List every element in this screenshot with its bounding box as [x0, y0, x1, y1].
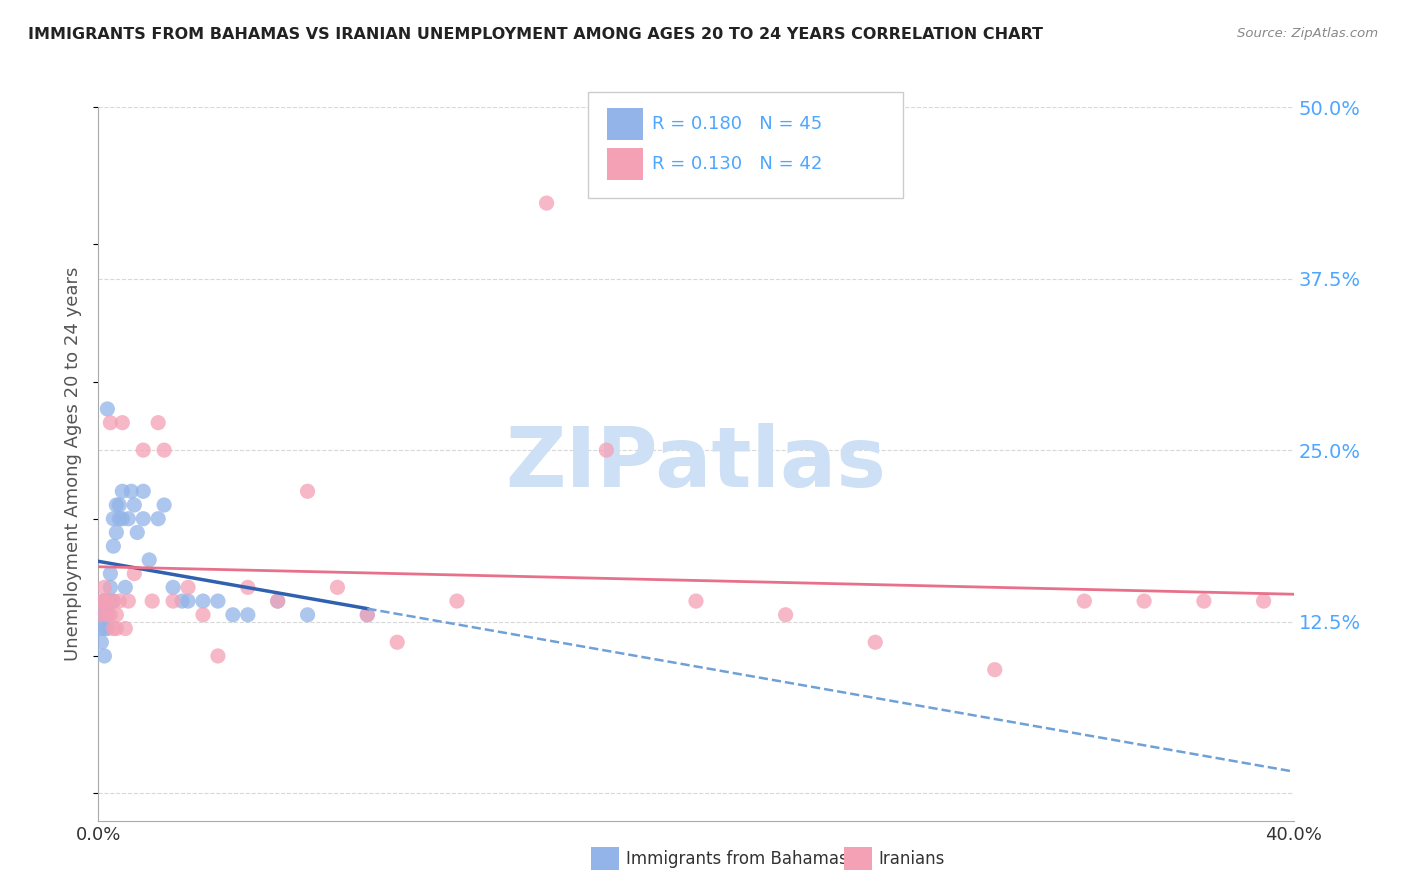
Point: [207, 594, 229, 608]
Text: R = 0.130   N = 42: R = 0.130 N = 42: [652, 155, 823, 173]
Y-axis label: Unemployment Among Ages 20 to 24 years: Unemployment Among Ages 20 to 24 years: [65, 267, 83, 661]
Point: [297, 607, 319, 622]
Point: [103, 512, 125, 526]
Point: [103, 594, 125, 608]
Point: [162, 594, 184, 608]
Point: [685, 594, 707, 608]
Point: [132, 443, 155, 458]
Point: [111, 484, 134, 499]
Point: [105, 525, 128, 540]
Point: [93, 622, 115, 636]
Point: [105, 498, 128, 512]
Point: [96, 622, 118, 636]
Point: [124, 498, 146, 512]
Point: [1133, 594, 1156, 608]
Point: [172, 594, 194, 608]
Point: [111, 416, 134, 430]
Point: [222, 607, 245, 622]
Point: [96, 607, 118, 622]
Point: [90, 622, 112, 636]
Point: [153, 443, 176, 458]
Point: [297, 484, 319, 499]
Point: [177, 594, 200, 608]
Point: [153, 498, 176, 512]
Point: [356, 607, 378, 622]
Text: IMMIGRANTS FROM BAHAMAS VS IRANIAN UNEMPLOYMENT AMONG AGES 20 TO 24 YEARS CORREL: IMMIGRANTS FROM BAHAMAS VS IRANIAN UNEMP…: [28, 27, 1043, 42]
Point: [138, 553, 160, 567]
Point: [105, 622, 128, 636]
Point: [100, 594, 122, 608]
Point: [984, 663, 1007, 677]
Point: [93, 594, 115, 608]
Point: [93, 648, 115, 663]
Point: [148, 512, 170, 526]
Point: [207, 648, 229, 663]
Point: [100, 566, 122, 581]
Point: [536, 196, 558, 211]
Point: [117, 512, 139, 526]
Point: [108, 594, 131, 608]
Point: [100, 416, 122, 430]
Point: [90, 594, 112, 608]
Point: [117, 594, 139, 608]
Point: [127, 525, 149, 540]
Point: [93, 580, 115, 594]
Point: [90, 607, 112, 622]
Point: [236, 607, 259, 622]
Point: [114, 622, 136, 636]
Point: [141, 594, 163, 608]
Point: [124, 566, 146, 581]
Point: [191, 607, 214, 622]
Point: [93, 607, 115, 622]
Point: [132, 512, 155, 526]
Point: [103, 594, 125, 608]
Point: [93, 594, 115, 608]
Point: [111, 512, 134, 526]
Point: [108, 498, 131, 512]
Point: [93, 594, 115, 608]
Point: [105, 607, 128, 622]
Point: [103, 622, 125, 636]
Point: [1253, 594, 1275, 608]
Point: [90, 635, 112, 649]
Point: [100, 580, 122, 594]
Point: [90, 607, 112, 622]
Point: [120, 484, 142, 499]
Point: [177, 580, 200, 594]
Point: [595, 443, 617, 458]
Text: ZIPatlas: ZIPatlas: [506, 424, 886, 504]
Point: [775, 607, 797, 622]
Point: [114, 580, 136, 594]
Point: [162, 580, 184, 594]
Point: [236, 580, 259, 594]
Text: Immigrants from Bahamas: Immigrants from Bahamas: [626, 850, 848, 868]
Point: [267, 594, 290, 608]
Point: [326, 580, 349, 594]
Point: [267, 594, 290, 608]
Point: [96, 607, 118, 622]
Point: [100, 607, 122, 622]
Point: [1192, 594, 1215, 608]
Point: [865, 635, 887, 649]
Point: [103, 539, 125, 553]
Point: [385, 635, 409, 649]
Point: [96, 607, 118, 622]
Point: [446, 594, 468, 608]
Point: [191, 594, 214, 608]
Point: [1073, 594, 1095, 608]
Point: [148, 416, 170, 430]
Point: [96, 401, 118, 416]
Point: [96, 594, 118, 608]
Point: [356, 607, 378, 622]
Point: [108, 512, 131, 526]
Point: [96, 594, 118, 608]
Point: [132, 484, 155, 499]
Text: Iranians: Iranians: [879, 850, 945, 868]
Text: R = 0.180   N = 45: R = 0.180 N = 45: [652, 115, 823, 133]
Text: Source: ZipAtlas.com: Source: ZipAtlas.com: [1237, 27, 1378, 40]
